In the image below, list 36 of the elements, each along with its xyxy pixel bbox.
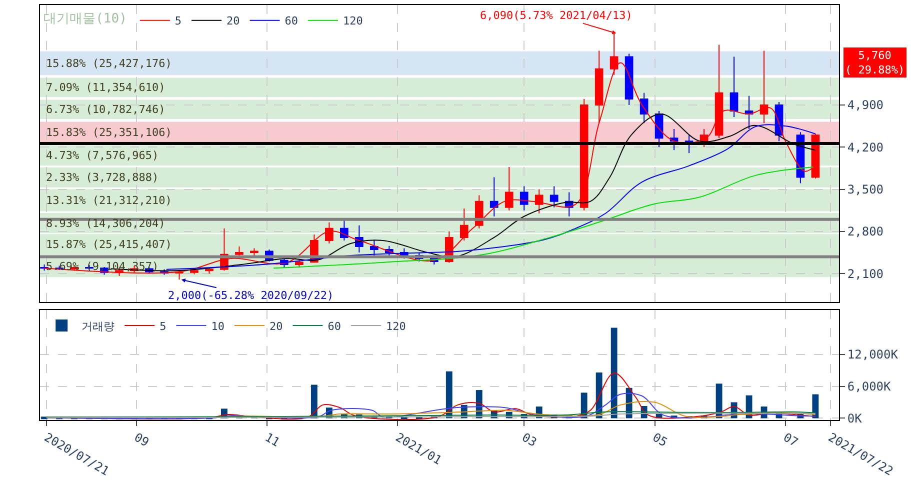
x-tick-label: 05 — [650, 430, 670, 450]
y-tick-label: 3,500 — [847, 182, 884, 196]
legend-label: 거래량 — [82, 320, 115, 333]
y-tick-label: 4,200 — [847, 140, 884, 154]
band-label: 15.87% (25,415,407) — [46, 238, 172, 251]
annotation: 2,000(-65.28% 2020/09/22) — [168, 289, 334, 302]
band-label: 15.83% (25,351,106) — [46, 126, 172, 139]
legend-label: 60 — [328, 320, 341, 333]
y-tick-label: 6,000K — [847, 380, 892, 394]
band-label: 2.33% (3,728,888) — [46, 171, 159, 184]
annotation: 6,090(5.73% 2021/04/13) — [480, 9, 632, 22]
y-tick-label: 0K — [847, 411, 863, 426]
legend-label: 5 — [160, 320, 166, 333]
band-label: 6.73% (10,782,746) — [46, 103, 166, 116]
y-tick-label: 12,000K — [847, 348, 899, 362]
legend-label: 60 — [284, 14, 298, 28]
text: 5,760 ( 29.88%) — [845, 49, 905, 76]
band-label: 8.93% (14,306,204) — [46, 217, 166, 230]
legend-label: 120 — [343, 14, 363, 28]
x-tick-label: 03 — [520, 430, 540, 450]
legend-label: 20 — [269, 320, 283, 333]
legend-label: 10 — [211, 320, 224, 333]
legend-label: 120 — [386, 320, 406, 333]
band-label: 4.73% (7,576,965) — [46, 149, 159, 162]
band-label: 7.09% (11,354,610) — [46, 81, 166, 94]
x-tick-label: 07 — [780, 430, 800, 450]
y-tick-label: 2,100 — [847, 266, 884, 281]
y-tick-label: 4,900 — [847, 98, 884, 112]
legend-title: 대기매물(10) — [44, 12, 127, 27]
x-tick-label: 11 — [262, 430, 282, 450]
band-label: 15.88% (25,427,176) — [46, 57, 172, 70]
band-label: 13.31% (21,312,210) — [46, 194, 172, 207]
legend-label: 5 — [174, 14, 182, 28]
y-tick-label: 2,800 — [847, 224, 884, 239]
legend-label: 20 — [226, 14, 240, 28]
x-tick-label: 09 — [132, 430, 152, 450]
